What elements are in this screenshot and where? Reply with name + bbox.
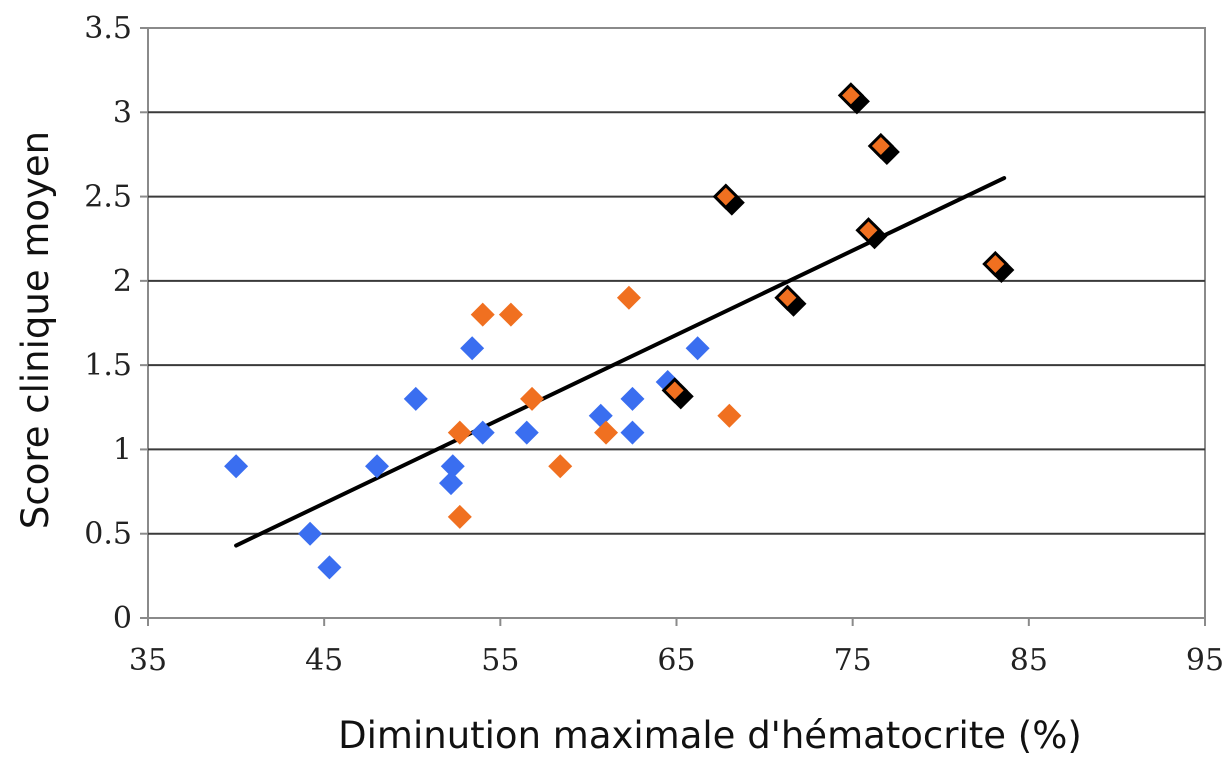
x-tick-label: 95: [1186, 643, 1224, 678]
data-point: [224, 454, 249, 479]
data-point: [837, 82, 865, 109]
data-point: [447, 420, 472, 445]
y-tick-label: 3.5: [84, 11, 132, 46]
data-point: [470, 420, 495, 445]
x-tick-label: 85: [1010, 643, 1048, 678]
y-tick-label: 3: [113, 95, 132, 130]
y-tick-label: 2: [113, 264, 132, 299]
data-point: [712, 183, 739, 210]
data-point: [620, 420, 645, 445]
y-tick-label: 1.5: [84, 348, 132, 383]
y-tick-label: 0.5: [84, 517, 132, 552]
x-axis-title: Diminution maximale d'hématocrite (%): [338, 714, 1082, 757]
y-tick-label: 2.5: [84, 180, 132, 215]
y-tick-label: 1: [113, 432, 132, 467]
data-point: [661, 377, 688, 404]
data-point: [594, 420, 619, 445]
data-point: [548, 454, 573, 479]
y-tick-label: 0: [113, 601, 132, 636]
y-axis-title: Score clinique moyen: [14, 131, 57, 529]
x-tick-label: 65: [657, 643, 695, 678]
data-point: [514, 420, 539, 445]
axes: [140, 27, 1206, 626]
plot-area: [147, 27, 1206, 619]
tick-labels: 0 0.5 1 1.5 2 2.5 3 3.5 35 45 55 65 75 85 95: [84, 11, 1224, 678]
data-point: [470, 302, 495, 327]
data-point: [867, 132, 894, 160]
data-point: [460, 336, 485, 361]
x-tick-label: 45: [305, 643, 343, 678]
data-point: [447, 504, 472, 529]
data-point: [855, 217, 882, 244]
data-point: [403, 386, 428, 411]
data-point: [520, 386, 545, 411]
data-points: [224, 82, 1015, 580]
x-tick-label: 35: [129, 643, 167, 678]
data-point: [365, 454, 390, 479]
data-point: [440, 454, 465, 479]
data-point: [298, 521, 323, 546]
data-point: [774, 284, 801, 311]
x-tick-label: 55: [481, 643, 519, 678]
gridlines: [148, 111, 1205, 535]
data-point: [616, 285, 641, 310]
data-point: [498, 302, 523, 327]
data-point: [685, 336, 710, 361]
x-tick-label: 75: [834, 643, 872, 678]
data-point: [317, 555, 342, 580]
data-point: [717, 403, 742, 428]
data-point: [620, 386, 645, 411]
data-point: [439, 471, 464, 496]
data-point: [982, 250, 1009, 278]
